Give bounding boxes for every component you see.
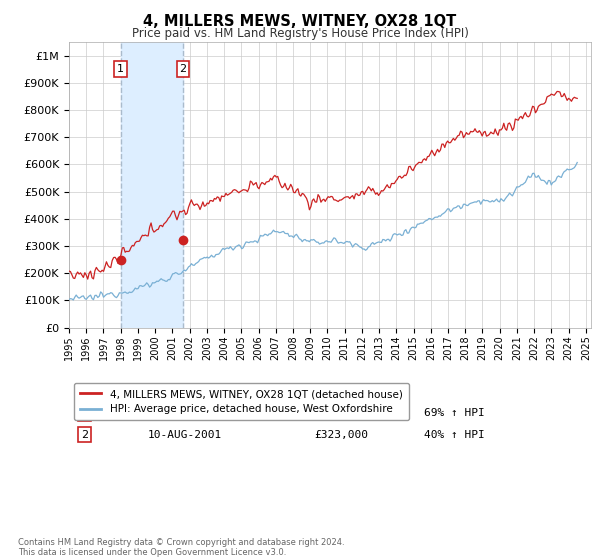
Text: 4, MILLERS MEWS, WITNEY, OX28 1QT: 4, MILLERS MEWS, WITNEY, OX28 1QT <box>143 14 457 29</box>
Text: 10-AUG-2001: 10-AUG-2001 <box>148 430 221 440</box>
Text: £250,000: £250,000 <box>314 408 368 418</box>
Text: 40% ↑ HPI: 40% ↑ HPI <box>424 430 485 440</box>
Bar <box>121 42 183 328</box>
Legend: 4, MILLERS MEWS, WITNEY, OX28 1QT (detached house), HPI: Average price, detached: 4, MILLERS MEWS, WITNEY, OX28 1QT (detac… <box>74 383 409 421</box>
Text: Contains HM Land Registry data © Crown copyright and database right 2024.
This d: Contains HM Land Registry data © Crown c… <box>18 538 344 557</box>
Text: 1: 1 <box>117 64 124 74</box>
Text: 30-DEC-1997: 30-DEC-1997 <box>148 408 221 418</box>
Text: 69% ↑ HPI: 69% ↑ HPI <box>424 408 485 418</box>
Text: 2: 2 <box>179 64 187 74</box>
Text: £323,000: £323,000 <box>314 430 368 440</box>
Text: Price paid vs. HM Land Registry's House Price Index (HPI): Price paid vs. HM Land Registry's House … <box>131 27 469 40</box>
Text: 1: 1 <box>81 408 88 418</box>
Text: 2: 2 <box>81 430 88 440</box>
